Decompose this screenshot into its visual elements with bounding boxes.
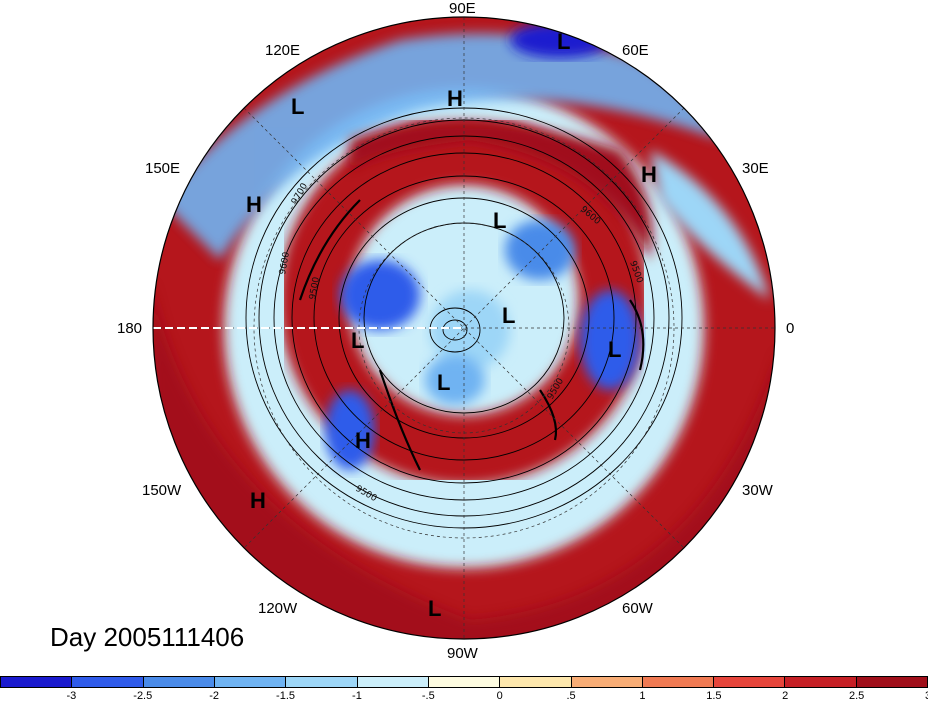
day-title: Day 2005111406 bbox=[50, 622, 245, 652]
low-pressure-marker: L bbox=[608, 337, 622, 362]
colorbar-segment bbox=[714, 677, 786, 687]
colorbar-tick-label: -3 bbox=[66, 690, 77, 702]
low-pressure-marker: L bbox=[557, 29, 571, 54]
colorbar-tick-label: .5 bbox=[566, 690, 576, 702]
colorbar-segment bbox=[72, 677, 144, 687]
colorbar-segment bbox=[785, 677, 857, 687]
colorbar-segment bbox=[357, 677, 429, 687]
low-pressure-marker: L bbox=[437, 370, 451, 395]
colorbar-segment bbox=[286, 677, 358, 687]
high-pressure-marker: H bbox=[250, 488, 266, 513]
colorbar-tick-label: 1 bbox=[639, 690, 646, 702]
colorbar-segment bbox=[500, 677, 572, 687]
longitude-label-90e: 90E bbox=[449, 0, 476, 17]
contour-label: 9600 bbox=[278, 251, 292, 276]
low-pressure-marker: L bbox=[493, 208, 507, 233]
longitude-label-90w: 90W bbox=[447, 645, 478, 662]
colorbar-tick-label: -2.5 bbox=[133, 690, 153, 702]
colorbar bbox=[0, 676, 928, 688]
low-pressure-marker: L bbox=[291, 94, 305, 119]
longitude-label-60e: 60E bbox=[622, 42, 649, 59]
low-pressure-marker: L bbox=[351, 328, 365, 353]
low-pressure-marker: L bbox=[502, 303, 516, 328]
colorbar-segment bbox=[1, 677, 73, 687]
colorbar-tick-label: -1 bbox=[352, 690, 362, 702]
longitude-label-30w: 30W bbox=[742, 482, 773, 499]
anomaly-field bbox=[153, 17, 775, 639]
longitude-label-180: 180 bbox=[117, 320, 143, 337]
colorbar-segment bbox=[856, 677, 928, 687]
colorbar-segment bbox=[143, 677, 215, 687]
colorbar-tick-label: 0 bbox=[496, 690, 503, 702]
high-pressure-marker: H bbox=[355, 428, 371, 453]
longitude-label-0: 0 bbox=[786, 320, 795, 337]
colorbar-tick-label: 2.5 bbox=[848, 690, 865, 702]
colorbar-tick-label: 1.5 bbox=[706, 690, 722, 702]
high-pressure-marker: H bbox=[641, 162, 657, 187]
colorbar-tick-label: 2 bbox=[782, 690, 789, 702]
low-pressure-marker: L bbox=[428, 596, 442, 621]
jet-contours bbox=[298, 199, 645, 471]
colorbar-segment bbox=[428, 677, 501, 687]
colorbar-segment bbox=[571, 677, 643, 687]
high-pressure-marker: H bbox=[246, 192, 262, 217]
colorbar-segment bbox=[214, 677, 287, 687]
longitude-label-150e: 150E bbox=[145, 160, 181, 177]
colorbar-tick-label: -.5 bbox=[421, 690, 435, 702]
colorbar-tick-label: -1.5 bbox=[276, 690, 296, 702]
colorbar-tick-label: 3 bbox=[925, 690, 928, 702]
colorbar-segment bbox=[642, 677, 715, 687]
longitude-label-120w: 120W bbox=[258, 600, 298, 617]
longitude-label-30e: 30E bbox=[742, 160, 769, 177]
graticule bbox=[153, 17, 775, 639]
high-pressure-marker: H bbox=[447, 86, 463, 111]
longitude-label-60w: 60W bbox=[622, 600, 653, 617]
longitude-label-120e: 120E bbox=[265, 42, 301, 59]
colorbar-tick-label: -2 bbox=[209, 690, 220, 702]
contour-label: 9500 bbox=[308, 276, 322, 301]
longitude-label-150w: 150W bbox=[142, 482, 182, 499]
